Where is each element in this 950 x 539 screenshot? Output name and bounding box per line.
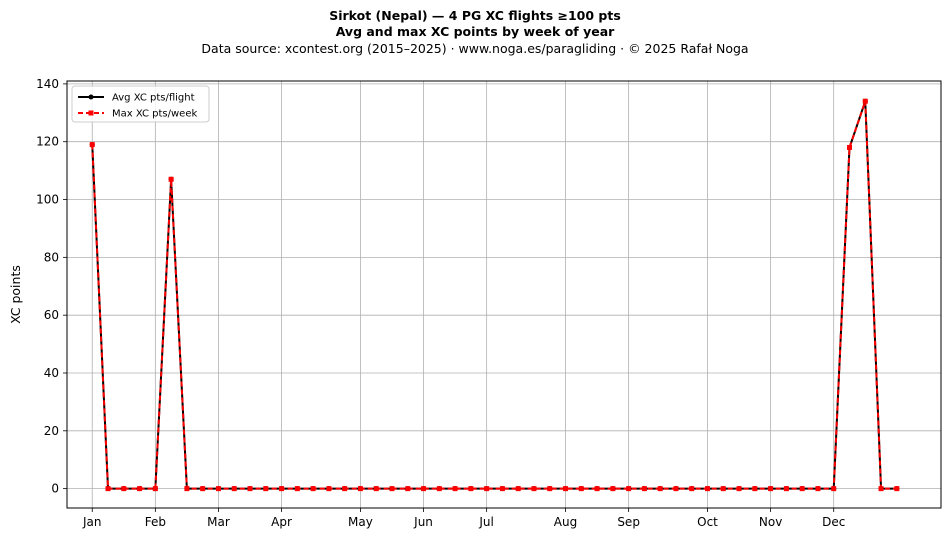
- y-axis: 0 20 40 60 80 100 120 140: [36, 77, 67, 496]
- chart-source-line: Data source: xcontest.org (2015–2025) · …: [201, 41, 749, 56]
- data-point-max: [168, 176, 174, 182]
- data-point-max: [342, 486, 348, 492]
- grid: [67, 81, 941, 508]
- legend: Avg XC pts/flight Max XC pts/week: [71, 85, 210, 123]
- x-tick-label: Dec: [822, 515, 845, 529]
- x-tick-label: Nov: [759, 515, 782, 529]
- data-point-max: [421, 486, 427, 492]
- data-point-max: [720, 486, 726, 492]
- legend-label: Avg XC pts/flight: [112, 93, 195, 104]
- y-tick-label: 60: [44, 308, 59, 322]
- series-line-1: [91, 100, 897, 490]
- data-point-max: [357, 486, 363, 492]
- chart-title-block: Sirkot (Nepal) — 4 PG XC flights ≥100 pt…: [0, 8, 950, 58]
- data-point-max: [152, 486, 158, 492]
- data-point-max: [626, 486, 632, 492]
- y-tick-label: 80: [44, 250, 59, 264]
- data-point-max: [563, 486, 569, 492]
- x-tick-label: Sep: [617, 515, 640, 529]
- data-point-max: [105, 486, 111, 492]
- legend-label: Max XC pts/week: [112, 109, 197, 120]
- x-tick-label: Jun: [413, 515, 433, 529]
- x-tick-label: May: [348, 515, 373, 529]
- series-lines: [91, 100, 897, 490]
- data-point-max: [121, 486, 127, 492]
- data-point-max: [594, 486, 600, 492]
- data-point-max: [373, 486, 379, 492]
- data-point-max: [215, 486, 221, 492]
- y-tick-label: 140: [36, 77, 59, 91]
- y-tick-label: 100: [36, 193, 59, 207]
- plot-frame: [66, 80, 942, 509]
- data-point-max: [200, 486, 206, 492]
- data-point-max: [499, 486, 505, 492]
- data-point-max: [294, 486, 300, 492]
- data-point-max: [578, 486, 584, 492]
- y-tick-label: 20: [44, 424, 59, 438]
- data-point-max: [815, 486, 821, 492]
- data-point-max: [862, 98, 868, 104]
- data-point-max: [894, 486, 900, 492]
- legend-box: [71, 85, 210, 123]
- data-point-max: [531, 486, 537, 492]
- y-tick-label: 40: [44, 366, 59, 380]
- data-point-max: [610, 486, 616, 492]
- legend-swatch-marker: [88, 110, 94, 116]
- data-point-max: [484, 486, 490, 492]
- data-point-max: [310, 486, 316, 492]
- data-point-max: [279, 486, 285, 492]
- data-point-max: [689, 486, 695, 492]
- y-tick-label: 120: [36, 135, 59, 149]
- y-tick-label: 0: [51, 482, 59, 496]
- chart-subtitle: Avg and max XC points by week of year: [335, 24, 615, 39]
- data-point-max: [326, 486, 332, 492]
- legend-swatch-marker: [88, 94, 94, 100]
- data-point-max: [137, 486, 143, 492]
- series-markers: [89, 98, 900, 492]
- x-tick-label: Oct: [697, 515, 718, 529]
- data-point-max: [799, 486, 805, 492]
- data-point-max: [673, 486, 679, 492]
- data-point-max: [783, 486, 789, 492]
- data-point-max: [705, 486, 711, 492]
- x-tick-label: Jan: [82, 515, 102, 529]
- data-point-max: [515, 486, 521, 492]
- data-point-max: [231, 486, 237, 492]
- data-point-max: [736, 486, 742, 492]
- data-point-max: [263, 486, 269, 492]
- data-point-max: [547, 486, 553, 492]
- data-point-max: [831, 486, 837, 492]
- y-axis-label: XC points: [8, 265, 23, 324]
- data-point-max: [247, 486, 253, 492]
- data-point-max: [768, 486, 774, 492]
- x-tick-label: Feb: [145, 515, 166, 529]
- x-axis: Jan Feb Mar Apr May Jun Jul Aug Sep Oct Nov Dec: [82, 508, 845, 529]
- data-point-max: [878, 486, 884, 492]
- data-point-max: [657, 486, 663, 492]
- data-point-max: [641, 486, 647, 492]
- chart-title: Sirkot (Nepal) — 4 PG XC flights ≥100 pt…: [329, 8, 621, 23]
- data-point-max: [846, 144, 852, 150]
- data-point-max: [89, 142, 95, 148]
- data-point-max: [752, 486, 758, 492]
- data-point-max: [452, 486, 458, 492]
- data-point-max: [389, 486, 395, 492]
- data-point-max: [436, 486, 442, 492]
- x-tick-label: Mar: [207, 515, 230, 529]
- data-point-max: [405, 486, 411, 492]
- data-point-max: [468, 486, 474, 492]
- data-point-max: [184, 486, 190, 492]
- x-tick-label: Apr: [271, 515, 292, 529]
- x-tick-label: Aug: [554, 515, 577, 529]
- x-tick-label: Jul: [478, 515, 493, 529]
